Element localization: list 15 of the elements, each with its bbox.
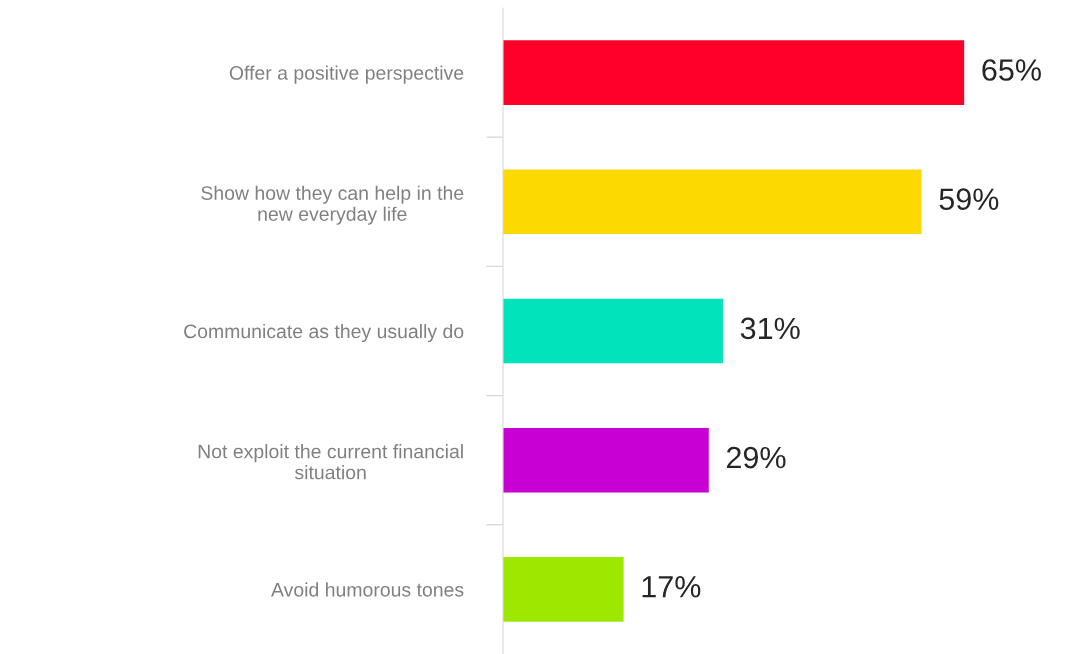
y-tick-label: Offer a positive perspective: [229, 65, 464, 84]
bar: [503, 298, 723, 364]
data-label: 65%: [982, 59, 1041, 81]
y-tick-label: Not exploit the current financial situation: [198, 444, 463, 480]
y-tick-label: Show how they can help in the new everyday life: [201, 185, 464, 225]
bar: [503, 427, 709, 493]
y-tick-label: Avoid humorous tones: [271, 582, 464, 597]
bar: [503, 40, 965, 105]
bar: [503, 169, 922, 235]
data-label: 29%: [726, 446, 786, 469]
y-tick-label: Communicate as they usually do: [184, 323, 464, 343]
bar: [503, 557, 624, 622]
data-label: 59%: [939, 188, 999, 210]
data-label: 31%: [740, 317, 800, 340]
data-label: 17%: [642, 576, 701, 598]
